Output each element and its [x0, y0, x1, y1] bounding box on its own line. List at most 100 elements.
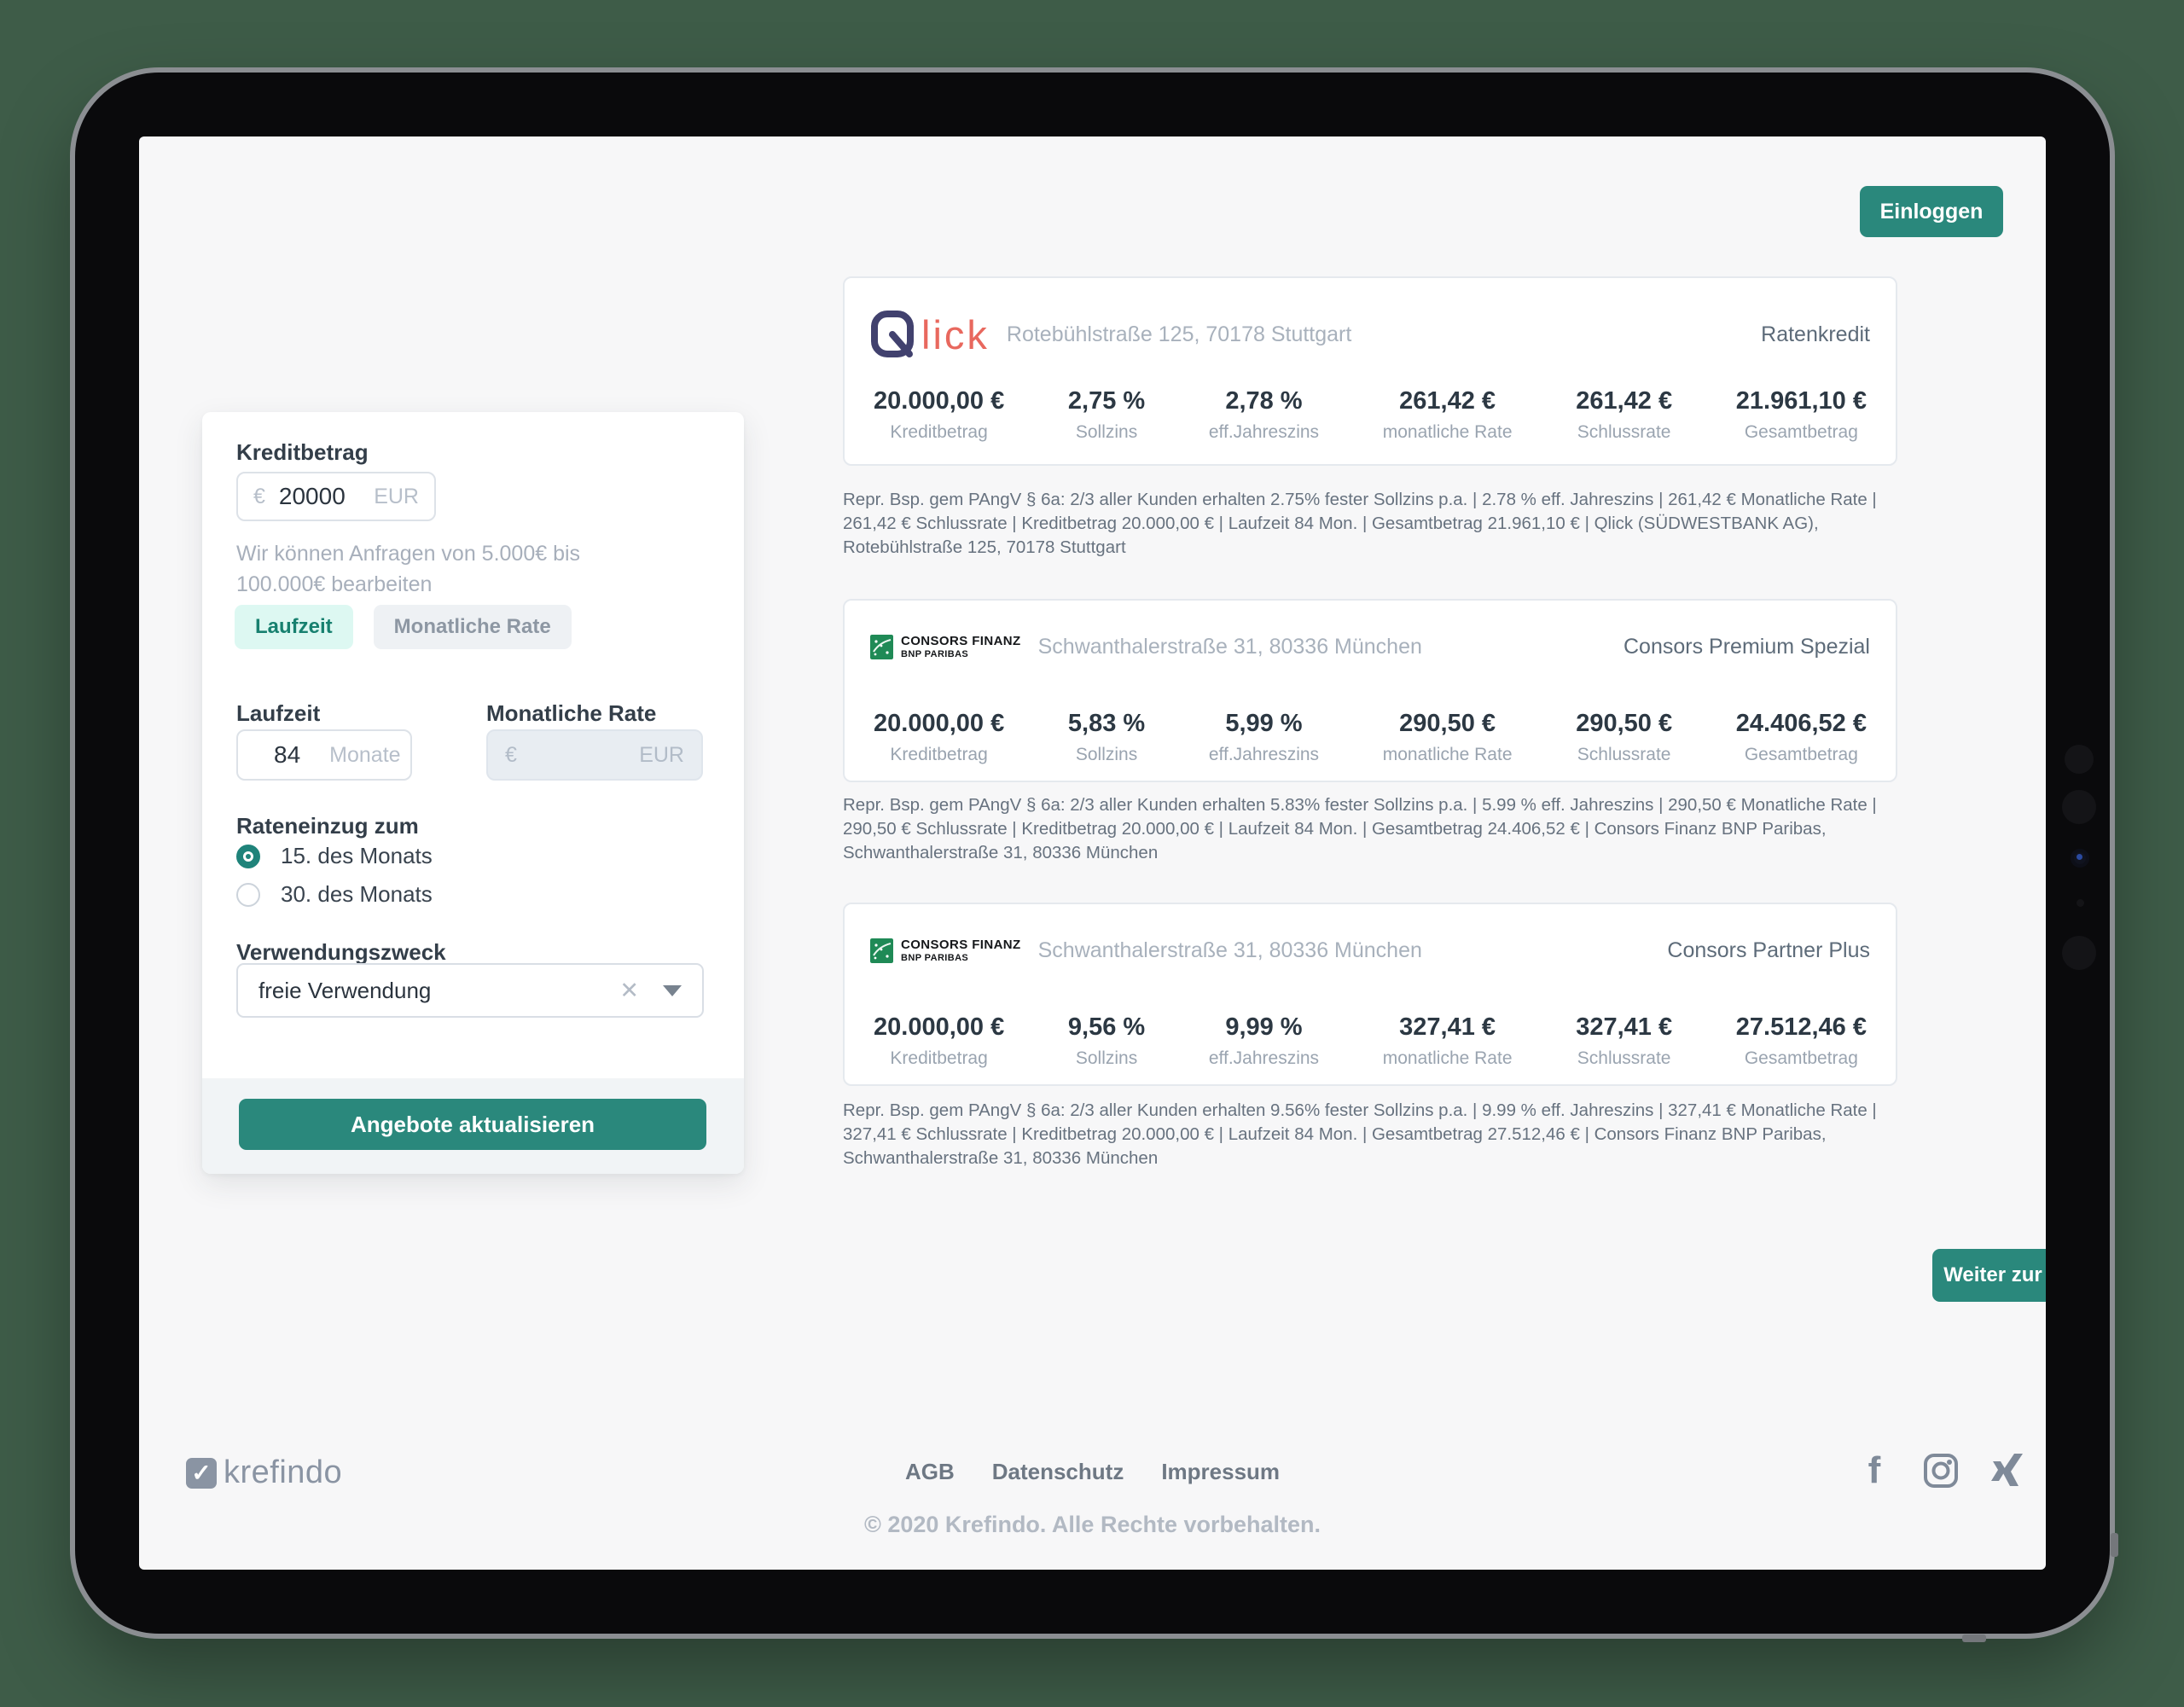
app-screen: Einloggen Kreditbetrag € 20000 EUR Wir k… [139, 136, 2046, 1570]
offer-card-qlick[interactable]: lick Rotebühlstraße 125, 70178 Stuttgart… [843, 276, 1897, 466]
kreditbetrag-value: 20000 [278, 483, 346, 509]
consors-logo-line1: CONSORS FINANZ [901, 633, 1021, 648]
monatliche-rate-input-disabled: € EUR [486, 729, 703, 781]
footer-links: AGB Datenschutz Impressum [139, 1459, 2046, 1485]
facebook-icon[interactable]: f [1867, 1449, 1881, 1491]
bezel-sensor-icon [2062, 790, 2096, 824]
product-name: Consors Partner Plus [1667, 938, 1870, 962]
metric-jahreszins: 5,99 % eff.Jahreszins [1208, 710, 1320, 764]
social-links: f [1856, 1452, 2026, 1489]
front-camera-icon [2071, 849, 2089, 868]
currency-code-label: EUR [639, 742, 684, 767]
tablet-port [1962, 1634, 1986, 1642]
verwendungszweck-value: freie Verwendung [258, 977, 432, 1003]
metric-jahreszins: 2,78 % eff.Jahreszins [1208, 387, 1320, 442]
consors-logo-line2: BNP PARIBAS [901, 952, 969, 963]
radio-option-30-des-monats[interactable]: 30. des Monats [236, 881, 433, 908]
instagram-icon[interactable] [1922, 1452, 1960, 1489]
radio-selected-icon[interactable] [236, 844, 260, 868]
metric-jahreszins: 9,99 % eff.Jahreszins [1208, 1013, 1320, 1068]
brand-name: krefindo [224, 1454, 343, 1490]
bezel-microphone-icon [2077, 899, 2084, 907]
metric-sollzins: 5,83 % Sollzins [1067, 710, 1146, 764]
laufzeit-input[interactable]: 84 Monate [236, 729, 412, 781]
euro-symbol-icon: € [505, 742, 517, 767]
laufzeit-value: 84 [274, 741, 301, 768]
consors-finanz-logo: CONSORS FINANZ BNP PARIBAS [870, 938, 1021, 963]
offer-disclosure-text: Repr. Bsp. gem PAngV § 6a: 2/3 aller Kun… [843, 490, 1877, 557]
provider-address: Rotebühlstraße 125, 70178 Stuttgart [1006, 322, 1352, 346]
link-impressum[interactable]: Impressum [1161, 1459, 1281, 1484]
laufzeit-unit-label: Monate [329, 742, 401, 767]
bezel-sensor-icon [2065, 745, 2094, 774]
tablet-frame: Einloggen Kreditbetrag € 20000 EUR Wir k… [75, 73, 2118, 1642]
copyright-text: © 2020 Krefindo. Alle Rechte vorbehalten… [863, 1512, 1321, 1537]
metric-monatliche-rate: 327,41 € monatliche Rate [1382, 1013, 1513, 1068]
consors-logo-line1: CONSORS FINANZ [901, 937, 1021, 952]
kreditbetrag-helper-text: Wir können Anfragen von 5.000€ bis 100.0… [236, 542, 581, 596]
tab-monatliche-rate[interactable]: Monatliche Rate [373, 605, 572, 649]
chevron-down-icon[interactable] [663, 984, 682, 996]
rateneinzug-label: Rateneinzug zum [236, 813, 419, 839]
offer-metrics-row: 20.000,00 € Kreditbetrag 9,56 % Sollzins… [870, 1013, 1870, 1069]
metric-gesamtbetrag: 21.961,10 € Gesamtbetrag [1735, 387, 1867, 442]
bezel-sensor-icon [2062, 936, 2096, 970]
krefindo-logo: ✓ krefindo [186, 1454, 342, 1491]
metric-sollzins: 2,75 % Sollzins [1067, 387, 1146, 442]
form-footer: Angebote aktualisieren [202, 1078, 744, 1174]
radio-label: 15. des Monats [281, 843, 433, 868]
metric-monatliche-rate: 261,42 € monatliche Rate [1382, 387, 1513, 442]
offer-card-consors-premium[interactable]: CONSORS FINANZ BNP PARIBAS Schwanthalers… [843, 599, 1897, 782]
euro-symbol-icon: € [253, 484, 265, 508]
radio-option-15-des-monats[interactable]: 15. des Monats [236, 843, 433, 869]
metric-schlussrate: 327,41 € Schlussrate [1576, 1013, 1673, 1068]
verwendungszweck-label: Verwendungszweck [236, 939, 446, 965]
metric-monatliche-rate: 290,50 € monatliche Rate [1382, 710, 1513, 764]
tablet-side-button [2111, 1533, 2118, 1557]
offer-disclosure-text: Repr. Bsp. gem PAngV § 6a: 2/3 aller Kun… [843, 795, 1877, 862]
offer-disclosure-text: Repr. Bsp. gem PAngV § 6a: 2/3 aller Kun… [843, 1100, 1877, 1168]
product-name: Consors Premium Spezial [1623, 634, 1870, 659]
consors-logo-line2: BNP PARIBAS [901, 648, 969, 659]
qlick-logo: lick [870, 309, 990, 360]
clear-icon[interactable]: ✕ [619, 977, 639, 1003]
consors-logo-icon [870, 938, 893, 963]
offer-metrics-row: 20.000,00 € Kreditbetrag 5,83 % Sollzins… [870, 710, 1870, 765]
verwendungszweck-select[interactable]: freie Verwendung ✕ [236, 963, 704, 1018]
metric-schlussrate: 290,50 € Schlussrate [1576, 710, 1673, 764]
link-agb[interactable]: AGB [904, 1459, 955, 1484]
kreditbetrag-label: Kreditbetrag [236, 439, 369, 465]
login-button[interactable]: Einloggen [1860, 186, 2003, 237]
link-datenschutz[interactable]: Datenschutz [991, 1459, 1124, 1484]
qlick-logo-text: lick [921, 311, 990, 357]
currency-code-label: EUR [374, 484, 419, 508]
tab-laufzeit[interactable]: Laufzeit [235, 605, 353, 649]
metric-schlussrate: 261,42 € Schlussrate [1576, 387, 1673, 442]
loan-form-card: Kreditbetrag € 20000 EUR Wir können Anfr… [202, 412, 744, 1174]
continue-to-data-entry-button[interactable]: Weiter zur Dateneingabe [1932, 1249, 2046, 1302]
mode-toggle: Laufzeit Monatliche Rate [235, 605, 572, 649]
radio-label: 30. des Monats [281, 881, 433, 907]
provider-address: Schwanthalerstraße 31, 80336 München [1037, 634, 1422, 659]
product-name: Ratenkredit [1761, 322, 1870, 346]
update-offers-button[interactable]: Angebote aktualisieren [239, 1099, 706, 1150]
metric-gesamtbetrag: 27.512,46 € Gesamtbetrag [1735, 1013, 1867, 1068]
metric-kreditbetrag: 20.000,00 € Kreditbetrag [874, 387, 1005, 442]
xing-icon[interactable] [1989, 1452, 2026, 1489]
metric-gesamtbetrag: 24.406,52 € Gesamtbetrag [1735, 710, 1867, 764]
metric-sollzins: 9,56 % Sollzins [1067, 1013, 1146, 1068]
qlick-q-icon [871, 311, 914, 357]
metric-kreditbetrag: 20.000,00 € Kreditbetrag [874, 1013, 1005, 1068]
offer-metrics-row: 20.000,00 € Kreditbetrag 2,75 % Sollzins… [870, 387, 1870, 443]
checkmark-icon: ✓ [186, 1457, 217, 1489]
radio-unselected-icon[interactable] [236, 882, 260, 907]
consors-logo-icon [870, 634, 893, 659]
provider-address: Schwanthalerstraße 31, 80336 München [1037, 938, 1422, 962]
offer-card-consors-partner[interactable]: CONSORS FINANZ BNP PARIBAS Schwanthalers… [843, 903, 1897, 1086]
kreditbetrag-input[interactable]: € 20000 EUR [236, 472, 436, 521]
metric-kreditbetrag: 20.000,00 € Kreditbetrag [874, 710, 1005, 764]
consors-finanz-logo: CONSORS FINANZ BNP PARIBAS [870, 633, 1021, 659]
monatliche-rate-label: Monatliche Rate [486, 700, 657, 726]
laufzeit-label: Laufzeit [236, 700, 321, 726]
